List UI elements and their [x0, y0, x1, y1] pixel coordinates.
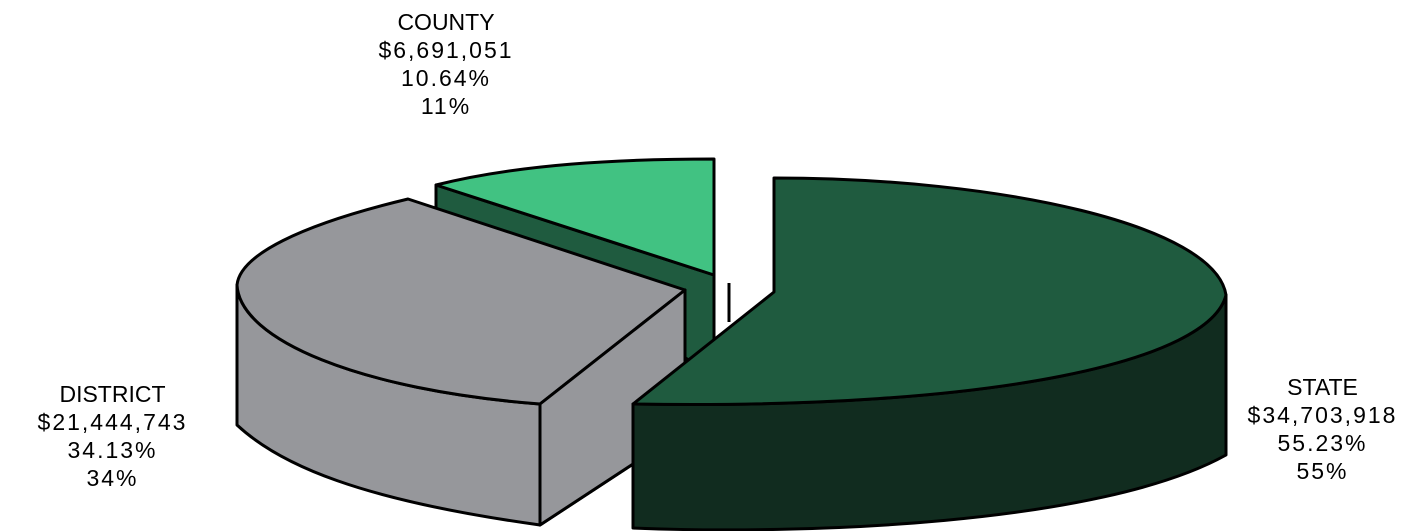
label-district-name: DISTRICT: [59, 381, 166, 407]
label-district: DISTRICT $21,444,743 34.13% 34%: [0, 380, 225, 492]
label-county: COUNTY $6,691,051 10.64% 11%: [355, 8, 537, 120]
label-county-percent: 10.64%: [400, 65, 491, 91]
label-state-amount: $34,703,918: [1247, 402, 1398, 428]
pie-slice-state-top: [631, 176, 1228, 406]
label-state-name: STATE: [1287, 374, 1358, 400]
label-district-rounded: 34%: [86, 465, 139, 491]
label-county-amount: $6,691,051: [378, 37, 514, 63]
label-district-amount: $21,444,743: [37, 409, 188, 435]
pie-slice-county-top: [434, 157, 716, 277]
label-state-rounded: 55%: [1296, 458, 1349, 484]
label-county-rounded: 11%: [420, 93, 472, 119]
label-county-name: COUNTY: [397, 9, 495, 35]
label-state-percent: 55.23%: [1277, 430, 1368, 456]
pie-slice-district-top: [235, 197, 687, 406]
label-district-percent: 34.13%: [67, 437, 158, 463]
label-state: STATE $34,703,918 55.23% 55%: [1220, 373, 1425, 485]
pie-slice-state: [631, 176, 1228, 531]
pie-slice-district: [235, 197, 687, 527]
